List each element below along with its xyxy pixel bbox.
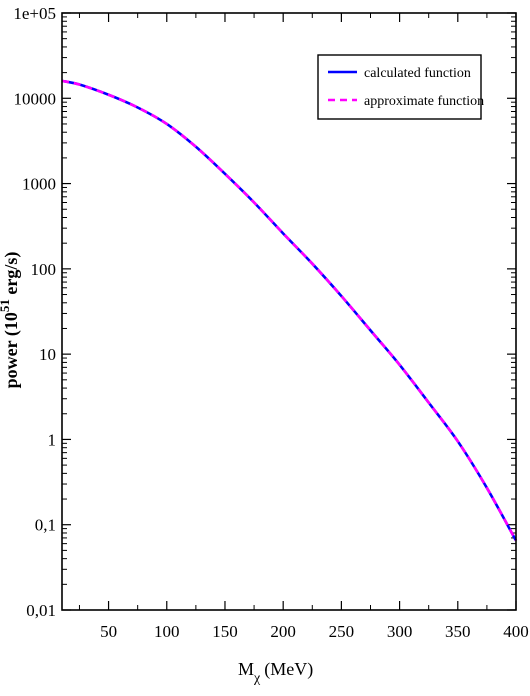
y-tick-label-1: 0,1 — [35, 516, 56, 535]
y-tick-label-4: 100 — [31, 260, 57, 279]
x-tick-label-4: 250 — [329, 622, 355, 641]
x-axis-label: Mχ (MeV) — [238, 659, 313, 686]
y-tick-label-2: 1 — [48, 430, 57, 449]
x-tick-label-1: 100 — [154, 622, 180, 641]
x-tick-label-6: 350 — [445, 622, 471, 641]
x-tick-label-2: 150 — [212, 622, 238, 641]
legend-label-calculated: calculated function — [364, 66, 471, 81]
series-line-approximate — [61, 79, 518, 542]
x-tick-label-0: 50 — [100, 622, 117, 641]
x-tick-label-5: 300 — [387, 622, 413, 641]
axis-tick-labels: 50 100 150 200 250 300 350 400 0,01 0,1 1 10 100 1000… — [13, 4, 528, 641]
y-tick-label-5: 1000 — [22, 175, 56, 194]
y-tick-label-7: 1e+05 — [13, 4, 56, 23]
y-tick-label-3: 10 — [39, 345, 56, 364]
plot-frame — [61, 12, 517, 611]
series-line-calculated — [61, 79, 518, 542]
y-tick-label-0: 0,01 — [26, 601, 56, 620]
axis-ticks — [62, 12, 517, 611]
x-tick-label-7: 400 — [503, 622, 529, 641]
legend: calculated function approximate function — [317, 54, 484, 120]
series-layer — [61, 79, 518, 542]
y-axis-label: power (1051 erg/s) — [0, 252, 22, 389]
legend-box — [317, 54, 482, 120]
legend-label-approximate: approximate function — [364, 94, 484, 109]
x-tick-label-3: 200 — [270, 622, 296, 641]
y-tick-label-6: 10000 — [14, 89, 57, 108]
